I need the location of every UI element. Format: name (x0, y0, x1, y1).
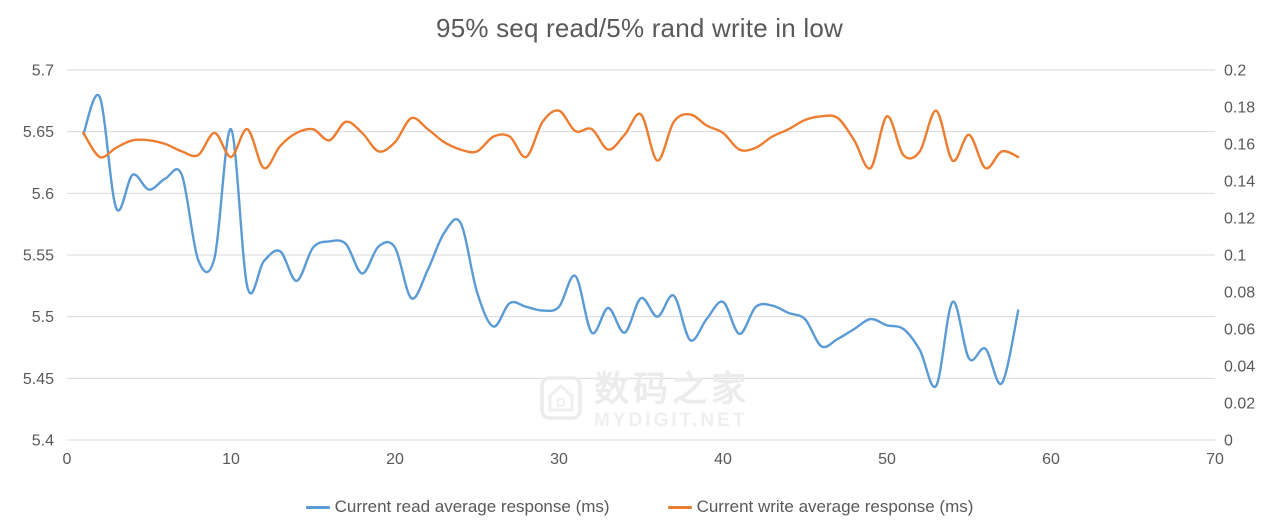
legend: Current read average response (ms) Curre… (0, 497, 1279, 517)
y-axis-right-tick-label: 0.06 (1224, 322, 1255, 339)
y-axis-left-tick-label: 5.55 (23, 248, 54, 265)
y-axis-right-tick-label: 0.08 (1224, 285, 1255, 302)
x-axis-tick-label: 20 (386, 451, 404, 468)
y-axis-right-tick-label: 0.1 (1224, 248, 1246, 265)
y-axis-right-tick-label: 0.04 (1224, 359, 1255, 376)
x-axis-tick-label: 10 (222, 451, 240, 468)
y-axis-right-tick-label: 0.16 (1224, 137, 1255, 154)
x-axis-tick-label: 30 (550, 451, 568, 468)
x-axis-tick-label: 60 (1042, 451, 1060, 468)
y-axis-left-tick-label: 5.7 (32, 63, 54, 80)
read-series-line (82, 93, 1020, 389)
legend-item-read: Current read average response (ms) (305, 497, 610, 517)
y-axis-right-tick-label: 0.02 (1224, 396, 1255, 413)
legend-item-write-label: Current write average response (ms) (696, 497, 974, 516)
x-axis-tick-label: 40 (714, 451, 732, 468)
legend-item-write: Current write average response (ms) (667, 497, 974, 517)
y-axis-right-tick-label: 0.14 (1224, 174, 1255, 191)
y-axis-right-tick-label: 0.12 (1224, 211, 1255, 228)
y-axis-left-tick-label: 5.6 (32, 186, 54, 203)
write-legend-marker (667, 505, 692, 509)
read-legend-marker (305, 505, 330, 509)
y-axis-left-tick-label: 5.45 (23, 371, 54, 388)
x-axis-tick-label: 50 (878, 451, 896, 468)
y-axis-right-tick-label: 0 (1224, 433, 1233, 450)
legend-item-read-label: Current read average response (ms) (334, 497, 610, 516)
write-series-line (82, 109, 1020, 170)
chart-title: 95% seq read/5% rand write in low (436, 13, 843, 43)
y-axis-right-tick-label: 0.2 (1224, 63, 1246, 80)
y-axis-left-tick-label: 5.5 (32, 309, 54, 326)
x-axis-tick-label: 0 (63, 451, 72, 468)
x-axis-tick-label: 70 (1206, 451, 1224, 468)
y-axis-left-tick-label: 5.65 (23, 124, 54, 141)
y-axis-right-tick-label: 0.18 (1224, 100, 1255, 117)
y-axis-left-tick-label: 5.4 (32, 433, 54, 450)
